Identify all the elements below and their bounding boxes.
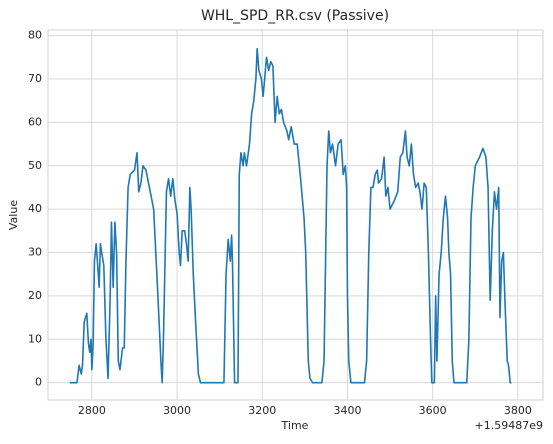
x-tick-label: 3400 [333, 404, 361, 417]
x-tick-label: 3600 [419, 404, 447, 417]
y-tick-label: 60 [28, 115, 42, 128]
y-tick-label: 40 [28, 202, 42, 215]
chart-title: WHL_SPD_RR.csv (Passive) [201, 8, 389, 24]
x-tick-label: 2800 [78, 404, 106, 417]
plot-frame [47, 29, 544, 401]
y-tick-label: 10 [28, 332, 42, 345]
y-tick-label: 80 [28, 29, 42, 42]
y-tick-label: 0 [35, 376, 42, 389]
y-axis-label: Value [7, 200, 20, 230]
y-tick-label: 70 [28, 72, 42, 85]
x-axis-label: Time [281, 419, 309, 432]
line-series [69, 47, 512, 384]
y-tick-label: 30 [28, 246, 42, 259]
x-tick-label: 3200 [248, 404, 276, 417]
x-tick-label: 3000 [163, 404, 191, 417]
y-tick-label: 50 [28, 159, 42, 172]
y-tick-label: 20 [28, 289, 42, 302]
x-offset-label: +1.59487e9 [475, 419, 543, 432]
x-tick-label: 3800 [504, 404, 532, 417]
